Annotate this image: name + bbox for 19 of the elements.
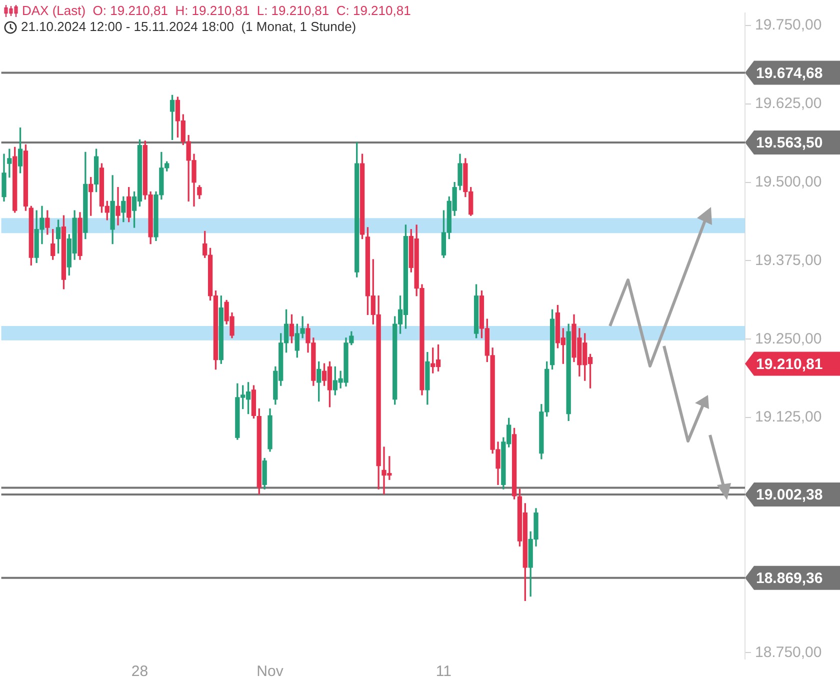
ref-line-label: 19.563,50 bbox=[756, 134, 823, 152]
y-tick-label: 19.250,00 bbox=[755, 330, 822, 348]
ref-line-label: 18.869,36 bbox=[756, 570, 823, 588]
text: 19.210,81 bbox=[756, 356, 823, 373]
y-tick-label: 19.375,00 bbox=[755, 252, 822, 269]
y-tick-label: 19.500,00 bbox=[755, 173, 822, 190]
x-tick-label: 11 bbox=[436, 663, 452, 680]
ref-line-label: 19.674,68 bbox=[756, 64, 823, 82]
chart-title: DAX (Last) O: 19.210,81 H: 19.210,81 L: 19.210,81 C: 19.210,81 bbox=[22, 3, 411, 19]
ref-line-label: 19.002,38 bbox=[756, 486, 823, 504]
text: 21.10.2024 12:00 - 15.11.2024 18:00 (1 Monat, 1 Stunde) bbox=[21, 19, 356, 35]
x-tick-label: Nov bbox=[256, 663, 284, 680]
candlestick bbox=[7, 148, 12, 178]
y-tick-label: 19.125,00 bbox=[755, 408, 822, 426]
y-tick-label: 19.750,00 bbox=[755, 16, 822, 34]
y-tick-label: 19.625,00 bbox=[755, 95, 822, 112]
candlestick bbox=[116, 187, 120, 226]
y-tick-label: 18.750,00 bbox=[755, 644, 822, 661]
x-tick-label: 28 bbox=[131, 663, 148, 680]
